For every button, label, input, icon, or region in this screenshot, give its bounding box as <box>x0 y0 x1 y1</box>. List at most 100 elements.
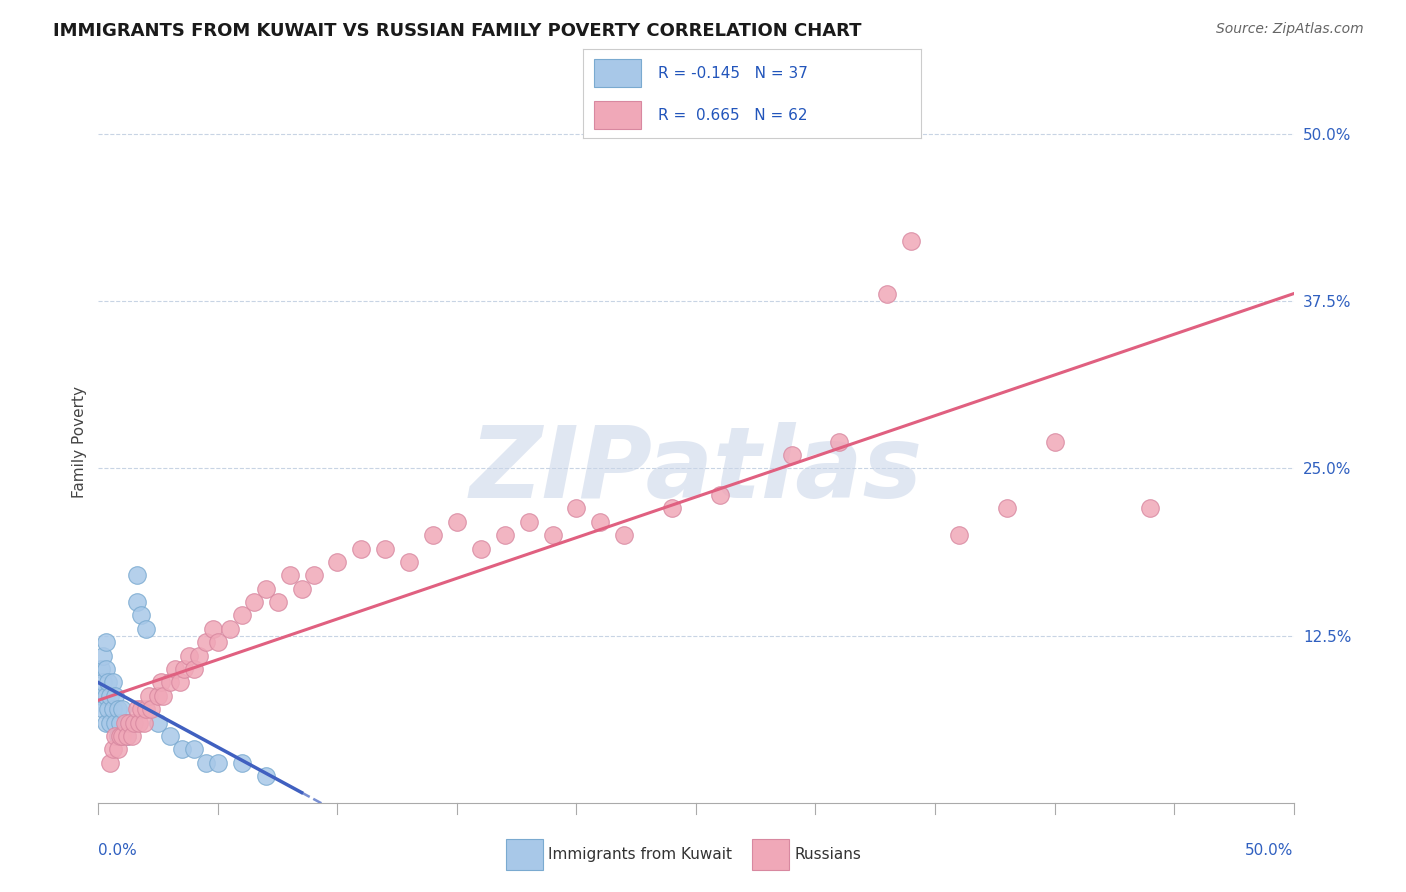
Point <box>207 756 229 770</box>
Point <box>101 675 124 690</box>
Point <box>207 635 229 649</box>
Point <box>254 769 277 783</box>
Point <box>104 689 127 703</box>
Point <box>219 622 242 636</box>
Point <box>115 715 138 730</box>
Point <box>115 729 138 743</box>
Text: Russians: Russians <box>794 847 862 862</box>
Point <box>98 715 122 730</box>
Point <box>326 555 349 569</box>
Point <box>291 582 314 596</box>
Point <box>135 622 157 636</box>
FancyBboxPatch shape <box>593 101 641 129</box>
Point <box>111 702 134 716</box>
Point <box>159 729 181 743</box>
Point <box>94 715 117 730</box>
Point <box>135 702 157 716</box>
Point <box>565 501 588 516</box>
Point <box>101 742 124 756</box>
Point <box>101 702 124 716</box>
Point <box>267 595 290 609</box>
Point <box>900 234 922 248</box>
Point <box>111 729 134 743</box>
Point <box>132 715 155 730</box>
Point <box>278 568 301 582</box>
Point <box>195 635 218 649</box>
Point <box>202 622 225 636</box>
Point <box>494 528 516 542</box>
Point <box>138 689 160 703</box>
Point <box>661 501 683 516</box>
Point <box>131 702 153 716</box>
Point <box>1043 434 1066 449</box>
Point <box>98 689 122 703</box>
Point <box>183 662 205 676</box>
Point <box>97 675 120 690</box>
Point <box>231 756 253 770</box>
Point <box>94 662 117 676</box>
Point <box>183 742 205 756</box>
Point <box>398 555 420 569</box>
Point <box>163 662 186 676</box>
Point <box>446 515 468 529</box>
Point <box>374 541 396 556</box>
Point <box>97 702 120 716</box>
Point <box>108 729 131 743</box>
Point <box>121 715 143 730</box>
Point <box>107 742 129 756</box>
Point <box>187 648 209 663</box>
Point <box>121 729 143 743</box>
Point <box>125 595 148 609</box>
Point <box>152 689 174 703</box>
Point <box>107 729 129 743</box>
Point <box>125 702 148 716</box>
Text: IMMIGRANTS FROM KUWAIT VS RUSSIAN FAMILY POVERTY CORRELATION CHART: IMMIGRANTS FROM KUWAIT VS RUSSIAN FAMILY… <box>53 22 862 40</box>
Text: 0.0%: 0.0% <box>98 843 138 857</box>
Point <box>876 287 898 301</box>
Text: R = -0.145   N = 37: R = -0.145 N = 37 <box>658 66 807 80</box>
Point <box>589 515 612 529</box>
Point <box>98 756 122 770</box>
Point <box>149 675 172 690</box>
Text: R =  0.665   N = 62: R = 0.665 N = 62 <box>658 108 807 122</box>
Point <box>125 568 148 582</box>
Point <box>104 729 127 743</box>
Point <box>94 689 117 703</box>
Text: 50.0%: 50.0% <box>1246 843 1294 857</box>
Point <box>470 541 492 556</box>
Point <box>231 608 253 623</box>
Text: ZIPatlas: ZIPatlas <box>470 422 922 519</box>
Point <box>350 541 373 556</box>
Point <box>107 702 129 716</box>
Point <box>124 715 146 730</box>
Point <box>517 515 540 529</box>
Point <box>541 528 564 542</box>
Point <box>780 448 803 462</box>
Point <box>118 715 141 730</box>
Point <box>195 756 218 770</box>
Point <box>108 715 131 730</box>
Y-axis label: Family Poverty: Family Poverty <box>72 385 87 498</box>
Point <box>90 662 112 676</box>
Point <box>173 662 195 676</box>
Point <box>115 729 138 743</box>
Point <box>148 689 170 703</box>
Point <box>104 715 127 730</box>
Point <box>422 528 444 542</box>
Point <box>111 729 134 743</box>
FancyBboxPatch shape <box>593 59 641 87</box>
Point <box>128 715 150 730</box>
Point <box>114 715 136 730</box>
Point <box>91 675 114 690</box>
Point <box>995 501 1018 516</box>
Point <box>169 675 191 690</box>
Point <box>139 702 162 716</box>
Point <box>179 648 201 663</box>
Point <box>148 715 170 730</box>
Point <box>828 434 851 449</box>
Text: Source: ZipAtlas.com: Source: ZipAtlas.com <box>1216 22 1364 37</box>
Point <box>302 568 325 582</box>
Point <box>948 528 970 542</box>
Point <box>613 528 636 542</box>
Point <box>709 488 731 502</box>
